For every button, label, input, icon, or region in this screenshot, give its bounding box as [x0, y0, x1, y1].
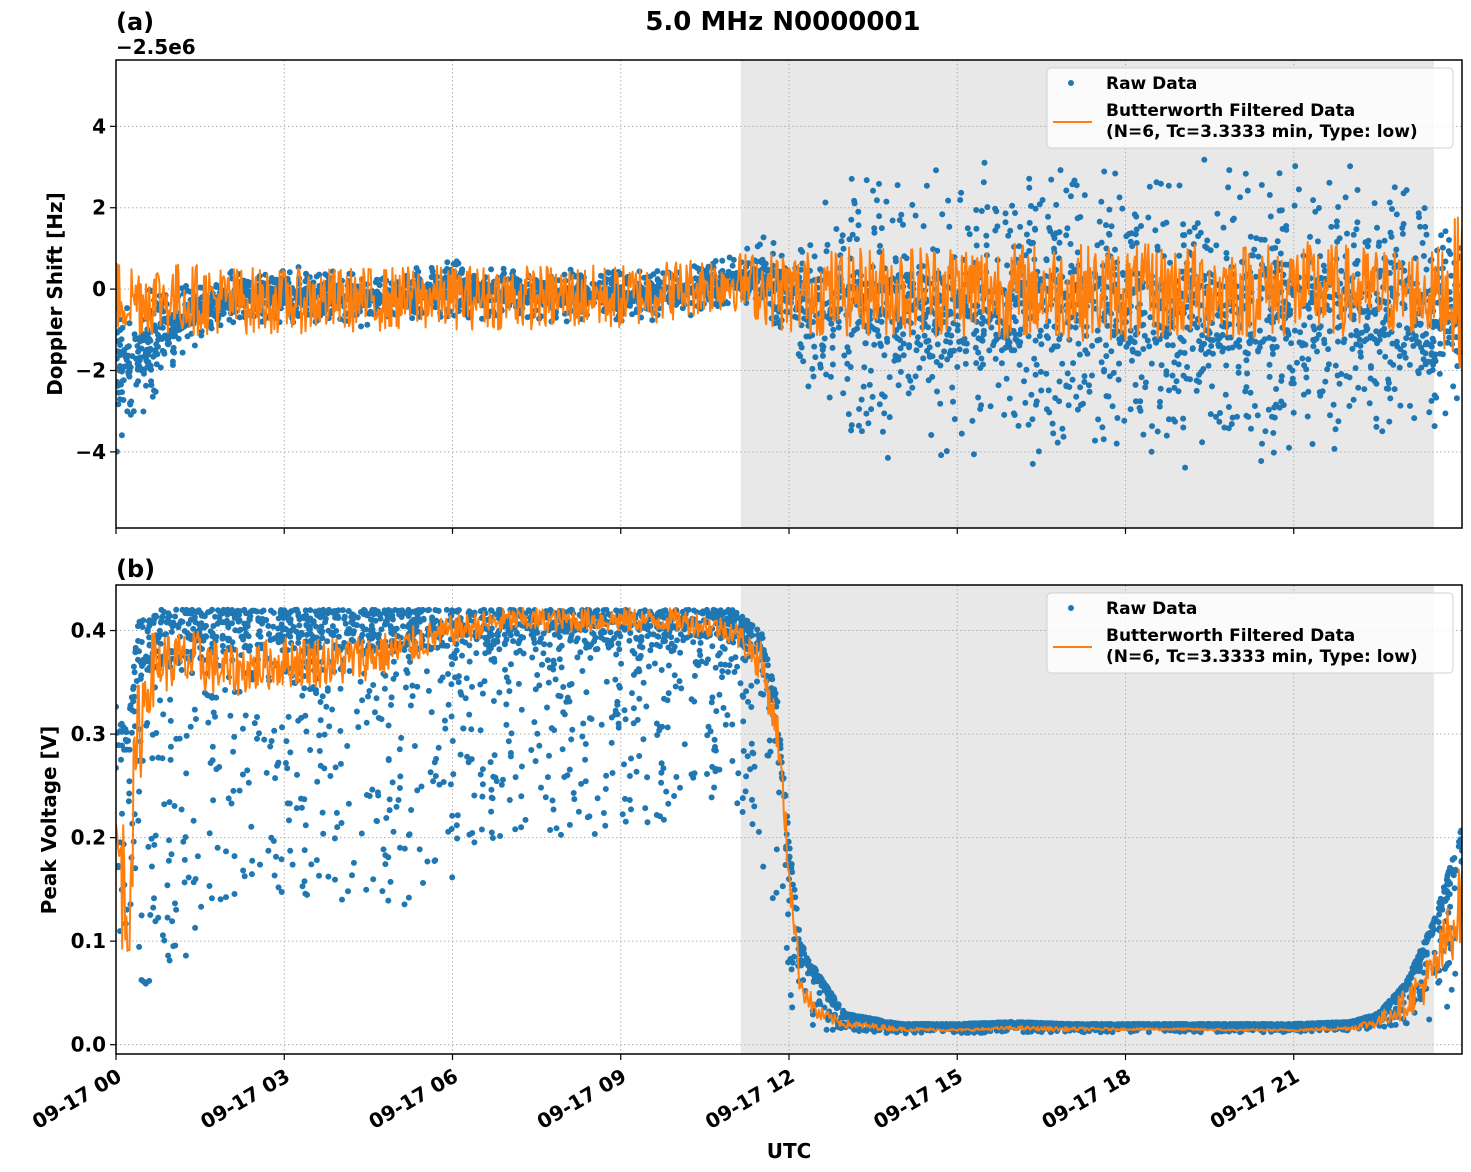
x-tick-label: 09-17 09: [533, 1064, 631, 1134]
legend-filtered-label: Butterworth Filtered Data: [1106, 101, 1355, 121]
x-tick-label: 09-17 06: [364, 1064, 462, 1134]
y-tick-label: 2: [92, 196, 106, 220]
raw-data-marker-icon: [1068, 605, 1074, 611]
filtered-data-line: [116, 606, 1462, 1033]
x-axis-tick-labels: 09-17 00 09-17 03 09-17 06 09-17 09 09-17 12…: [28, 1064, 1303, 1134]
y-tick-label: 0: [92, 277, 106, 301]
y-tick-label: 0.4: [71, 619, 106, 643]
y-tick-label: 0.0: [71, 1033, 106, 1057]
panel-a-legend: Raw Data Butterworth Filtered Data(N=6, T…: [1046, 67, 1454, 149]
legend-raw-label: Raw Data: [1106, 599, 1197, 619]
legend-raw-label: Raw Data: [1106, 74, 1197, 94]
legend-box: [1046, 67, 1454, 149]
y-tick-label: 4: [92, 114, 106, 138]
panel-a-doppler-shift: (a) −2.5e6 Doppler Shift [Hz] 4 2 0 −2 −4 Ra…: [43, 8, 1463, 534]
panel-b-yticks: 0.4 0.3 0.2 0.1 0.0: [71, 619, 116, 1057]
panel-b-peak-voltage: (b) Peak Voltage [V] 0.4 0.3 0.2 0.1 0.0 Raw…: [37, 555, 1463, 1060]
x-axis-label: UTC: [767, 1139, 812, 1163]
filtered-data-line: [116, 216, 1462, 369]
panel-a-yticks: 4 2 0 −2 −4: [75, 114, 116, 464]
legend-filtered-params: (N=6, Tc=3.3333 min, Type: low): [1106, 122, 1418, 142]
x-tick-label: 09-17 18: [1037, 1064, 1135, 1134]
legend-filtered-params: (N=6, Tc=3.3333 min, Type: low): [1106, 647, 1418, 667]
x-tick-label: 09-17 03: [196, 1064, 294, 1134]
panel-b-label: (b): [116, 555, 155, 583]
panel-a-ylabel: Doppler Shift [Hz]: [43, 192, 67, 396]
y-tick-label: −4: [75, 440, 106, 464]
figure-title: 5.0 MHz N0000001: [645, 7, 920, 37]
y-tick-label: 0.2: [71, 826, 106, 850]
panel-b-ylabel: Peak Voltage [V]: [37, 726, 61, 915]
panel-a-offset-label: −2.5e6: [116, 35, 196, 59]
raw-data-marker-icon: [1068, 80, 1074, 86]
legend-box: [1046, 592, 1454, 674]
panel-a-label: (a): [116, 8, 154, 36]
x-tick-label: 09-17 00: [28, 1064, 126, 1134]
y-tick-label: 0.3: [71, 722, 106, 746]
y-tick-label: 0.1: [71, 929, 106, 953]
x-tick-label: 09-17 12: [701, 1064, 799, 1134]
x-tick-label: 09-17 15: [869, 1064, 967, 1134]
legend-filtered-label: Butterworth Filtered Data: [1106, 626, 1355, 646]
x-tick-label: 09-17 21: [1206, 1064, 1304, 1134]
y-tick-label: −2: [75, 359, 106, 383]
panel-b-legend: Raw Data Butterworth Filtered Data(N=6, T…: [1046, 592, 1454, 674]
